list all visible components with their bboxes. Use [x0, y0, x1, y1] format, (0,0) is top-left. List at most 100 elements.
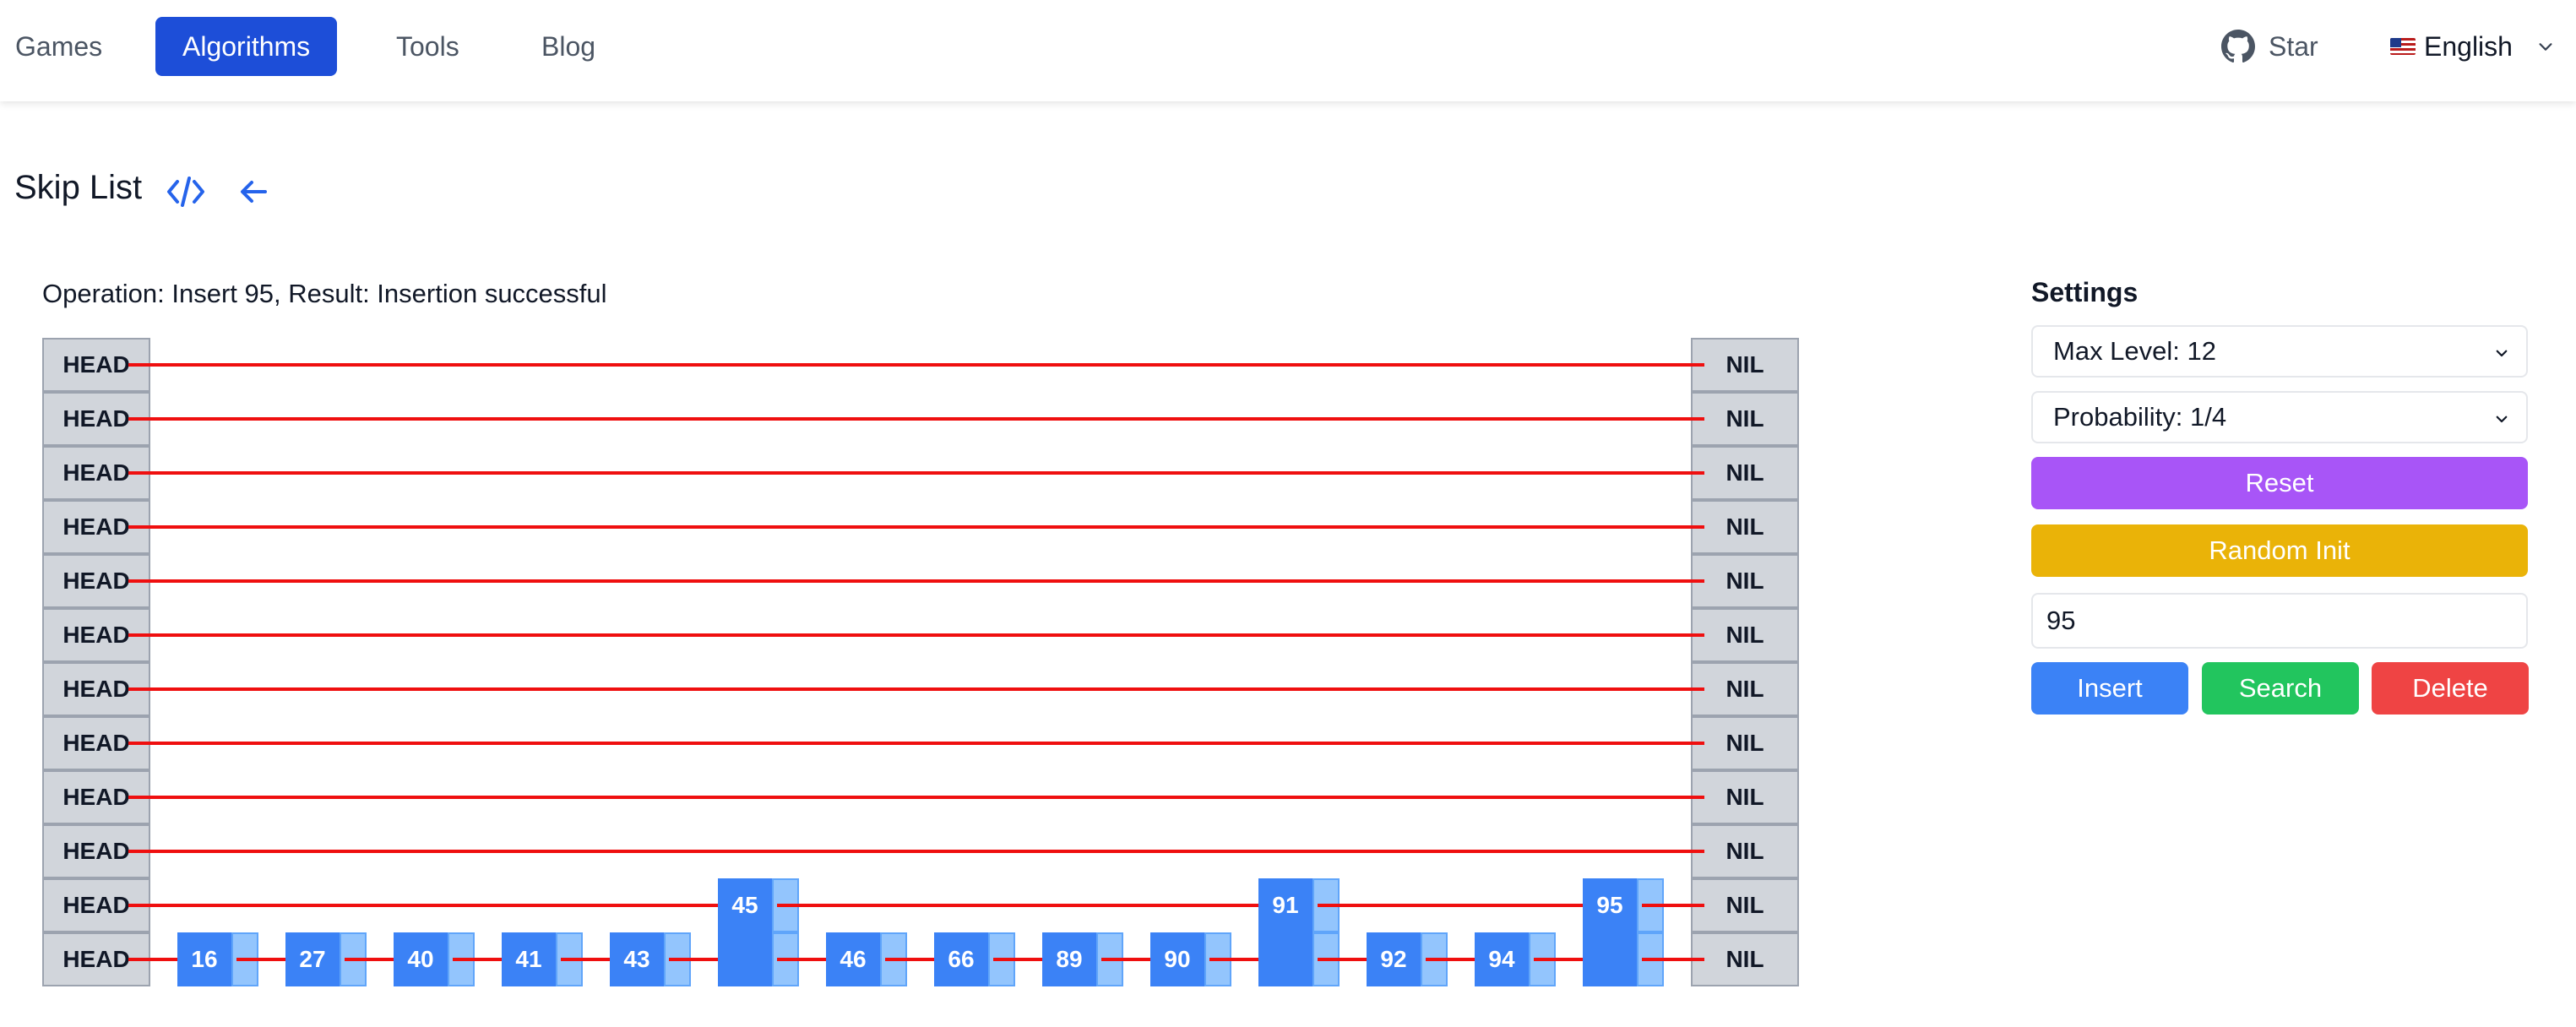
- level-link: [128, 687, 1704, 691]
- level-link: [1318, 904, 1583, 907]
- skip-list-node: [394, 932, 448, 986]
- delete-button[interactable]: Delete: [2372, 662, 2529, 715]
- skip-list-node: [934, 932, 988, 986]
- skip-list-node: [177, 932, 231, 986]
- node-value: 90: [1164, 946, 1191, 972]
- level-link: [128, 579, 1704, 583]
- random-init-button[interactable]: Random Init: [2031, 524, 2528, 577]
- nil-sentinel: NIL: [1691, 878, 1799, 932]
- level-link: [128, 633, 1704, 637]
- nil-sentinel: NIL: [1691, 554, 1799, 608]
- level-link: [128, 471, 1704, 475]
- level-link: [128, 417, 1704, 421]
- chevron-down-icon: [2496, 350, 2508, 357]
- nav-tools[interactable]: Tools: [396, 31, 459, 62]
- back-button[interactable]: [236, 175, 270, 209]
- probability-select[interactable]: Probability: 1/4: [2031, 391, 2528, 443]
- node-link-stub: [453, 958, 493, 961]
- node-value: 89: [1056, 946, 1083, 972]
- node-link-stub: [345, 958, 385, 961]
- chevron-down-icon: [2496, 416, 2508, 423]
- reset-button[interactable]: Reset: [2031, 457, 2528, 509]
- skip-list-node: [718, 878, 772, 986]
- node-link-stub: [669, 958, 709, 961]
- head-sentinel: HEAD: [42, 770, 150, 824]
- nil-sentinel: NIL: [1691, 608, 1799, 662]
- max-level-select[interactable]: Max Level: 12: [2031, 325, 2528, 378]
- max-level-value: Max Level: 12: [2053, 336, 2216, 366]
- us-flag-icon: [2390, 38, 2416, 55]
- level-link: [777, 904, 1258, 907]
- search-button[interactable]: Search: [2202, 662, 2359, 715]
- node-link-stub: [1426, 958, 1466, 961]
- node-link-stub: [236, 958, 277, 961]
- operation-status: Operation: Insert 95, Result: Insertion …: [42, 279, 607, 308]
- head-sentinel: HEAD: [42, 554, 150, 608]
- nil-sentinel: NIL: [1691, 662, 1799, 716]
- nav-blog[interactable]: Blog: [541, 31, 596, 62]
- chevron-down-icon: [2539, 43, 2552, 51]
- node-link-stub: [1642, 958, 1682, 961]
- view-code-button[interactable]: [166, 173, 206, 210]
- level-link: [128, 363, 1704, 367]
- head-sentinel: HEAD: [42, 932, 150, 986]
- skip-list-node: [1475, 932, 1529, 986]
- nil-sentinel: NIL: [1691, 824, 1799, 878]
- head-sentinel: HEAD: [42, 392, 150, 446]
- node-link-stub: [1318, 904, 1358, 907]
- node-link-stub: [885, 958, 926, 961]
- node-value: 16: [191, 946, 218, 972]
- node-value: 43: [623, 946, 650, 972]
- node-link-stub: [993, 958, 1034, 961]
- skip-list-node: [1042, 932, 1096, 986]
- nil-sentinel: NIL: [1691, 770, 1799, 824]
- node-value: 94: [1488, 946, 1515, 972]
- level-link: [128, 904, 718, 907]
- level-link: [128, 742, 1704, 745]
- node-link-stub: [1209, 958, 1250, 961]
- skip-list-visualization: HEAD NIL HEAD NIL HEAD NIL HEAD NIL HEAD NIL HEAD N…: [42, 338, 1799, 986]
- node-link-stub: [561, 958, 601, 961]
- star-label: Star: [2269, 30, 2318, 62]
- nil-sentinel: NIL: [1691, 716, 1799, 770]
- node-link-stub: [1318, 958, 1358, 961]
- head-sentinel: HEAD: [42, 446, 150, 500]
- level-link: [128, 958, 177, 961]
- settings-title: Settings: [2031, 277, 2139, 307]
- node-value: 66: [948, 946, 975, 972]
- nil-sentinel: NIL: [1691, 338, 1799, 392]
- skip-list-node: [502, 932, 556, 986]
- node-value: 95: [1596, 892, 1623, 918]
- nil-sentinel: NIL: [1691, 932, 1799, 986]
- probability-value: Probability: 1/4: [2053, 402, 2227, 432]
- skip-list-node: [1367, 932, 1421, 986]
- node-value: 27: [299, 946, 326, 972]
- nav-games[interactable]: Games: [15, 31, 103, 62]
- skip-list-node: [285, 932, 340, 986]
- code-icon: [167, 177, 204, 207]
- level-link: [128, 850, 1704, 853]
- github-star-button[interactable]: Star: [2221, 17, 2318, 76]
- level-link: [128, 525, 1704, 529]
- skip-list-node: [1583, 878, 1637, 986]
- node-link-stub: [1101, 958, 1142, 961]
- node-value: 40: [407, 946, 434, 972]
- arrow-left-icon: [241, 181, 267, 203]
- head-sentinel: HEAD: [42, 716, 150, 770]
- nil-sentinel: NIL: [1691, 392, 1799, 446]
- node-link-stub: [777, 904, 818, 907]
- insert-button[interactable]: Insert: [2031, 662, 2188, 715]
- value-input[interactable]: 95: [2031, 593, 2528, 649]
- nav-algorithms[interactable]: Algorithms: [155, 17, 338, 76]
- node-link-stub: [777, 958, 818, 961]
- language-selector[interactable]: English: [2390, 17, 2555, 76]
- skip-list-node: [610, 932, 664, 986]
- skip-list-node: [1150, 932, 1204, 986]
- github-icon: [2221, 30, 2255, 63]
- skip-list-node: [1258, 878, 1312, 986]
- nil-sentinel: NIL: [1691, 446, 1799, 500]
- head-sentinel: HEAD: [42, 662, 150, 716]
- node-value: 46: [840, 946, 867, 972]
- language-label: English: [2424, 30, 2513, 62]
- node-value: 91: [1272, 892, 1299, 918]
